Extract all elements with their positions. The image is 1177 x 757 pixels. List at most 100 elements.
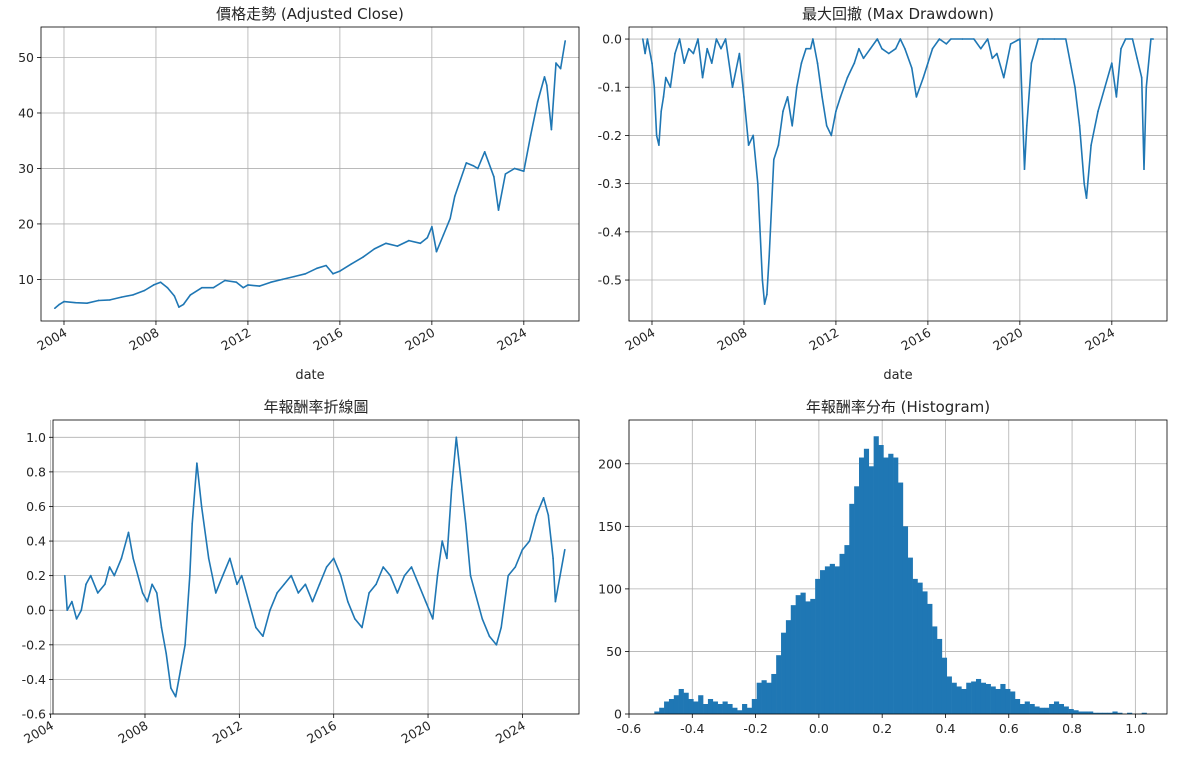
data-point bbox=[1009, 43, 1012, 45]
x-tick-label: 2020 bbox=[398, 718, 433, 747]
data-point bbox=[493, 175, 495, 178]
x-tick-label: 0.8 bbox=[1062, 721, 1082, 736]
data-point bbox=[146, 600, 149, 603]
histogram-bar bbox=[1029, 703, 1035, 714]
x-tick-label: 2020 bbox=[990, 325, 1025, 354]
data-point bbox=[152, 284, 155, 286]
histogram-bar bbox=[1044, 707, 1050, 714]
data-point bbox=[1042, 38, 1044, 40]
x-tick-label: 2008 bbox=[126, 325, 161, 354]
data-point bbox=[559, 574, 561, 577]
data-point bbox=[710, 62, 713, 64]
data-point bbox=[182, 303, 185, 306]
histogram-bar bbox=[795, 595, 801, 714]
data-point bbox=[910, 67, 913, 69]
y-tick-label: -0.2 bbox=[598, 128, 622, 143]
data-point bbox=[442, 234, 445, 236]
data-point bbox=[89, 574, 92, 577]
x-tick-label: 2016 bbox=[304, 718, 339, 747]
data-point bbox=[165, 652, 168, 655]
histogram-bar bbox=[1127, 712, 1133, 714]
data-point bbox=[768, 255, 771, 257]
data-point bbox=[536, 101, 539, 103]
histogram-bar bbox=[863, 448, 870, 714]
histogram-bar bbox=[1141, 712, 1147, 714]
data-point bbox=[108, 566, 111, 568]
data-point bbox=[761, 279, 764, 281]
histogram-bar bbox=[1034, 706, 1040, 714]
histogram-bar bbox=[1088, 711, 1094, 714]
histogram-bar bbox=[902, 526, 909, 714]
data-point bbox=[281, 278, 284, 281]
data-point bbox=[763, 303, 766, 305]
data-point bbox=[669, 86, 672, 89]
x-tick-label: 2016 bbox=[898, 325, 933, 354]
histogram-bar bbox=[703, 703, 709, 714]
data-point bbox=[431, 618, 434, 620]
x-axis-label: date bbox=[883, 368, 912, 383]
data-point bbox=[304, 583, 307, 586]
histogram-bar bbox=[1024, 701, 1030, 714]
data-point bbox=[835, 110, 837, 113]
histogram-bar bbox=[961, 688, 967, 714]
data-point bbox=[899, 38, 902, 40]
data-point bbox=[212, 286, 215, 289]
data-point bbox=[514, 566, 517, 568]
plot-frame bbox=[52, 419, 580, 715]
data-point bbox=[651, 62, 653, 64]
data-point bbox=[535, 514, 538, 516]
histogram-bar bbox=[717, 703, 723, 714]
histogram-bar bbox=[907, 557, 913, 714]
x-tick-label: 2024 bbox=[494, 325, 529, 354]
data-point bbox=[283, 583, 285, 586]
histogram-bar bbox=[873, 436, 879, 714]
data-point bbox=[151, 583, 153, 586]
histogram-bar bbox=[1068, 708, 1074, 714]
data-point bbox=[1083, 182, 1086, 185]
histogram-bar bbox=[785, 620, 792, 714]
data-point bbox=[678, 38, 681, 40]
data-point bbox=[1140, 76, 1143, 79]
data-point bbox=[1069, 62, 1072, 64]
data-point bbox=[435, 250, 438, 253]
histogram-bar bbox=[815, 578, 821, 714]
data-point bbox=[160, 626, 163, 629]
data-point bbox=[419, 242, 422, 245]
data-point bbox=[687, 47, 690, 50]
histogram-bar bbox=[1112, 711, 1118, 714]
histogram-bar bbox=[659, 707, 665, 714]
data-point bbox=[170, 687, 172, 689]
data-point bbox=[196, 462, 198, 465]
histogram-bar bbox=[751, 698, 757, 714]
y-tick-label: 0.2 bbox=[26, 568, 46, 583]
y-tick-label: 0.0 bbox=[26, 603, 46, 618]
chart-1: 價格走勢 (Adjusted Close)2004 2008 2012 2016 202… bbox=[18, 5, 580, 383]
data-point bbox=[996, 52, 998, 55]
data-point bbox=[293, 275, 295, 278]
histogram-bar bbox=[859, 457, 865, 714]
histogram-bar bbox=[956, 686, 962, 714]
y-tick-label: -0.4 bbox=[22, 672, 46, 687]
x-tick-label: 2008 bbox=[115, 718, 150, 747]
x-tick-label: 2012 bbox=[218, 325, 253, 354]
histogram-bar bbox=[761, 680, 767, 714]
data-point bbox=[339, 574, 342, 577]
data-point bbox=[692, 52, 695, 55]
chart-title: 年報酬率折線圖 bbox=[263, 398, 368, 416]
data-point bbox=[262, 635, 264, 637]
data-point bbox=[724, 38, 727, 40]
y-tick-label: 10 bbox=[18, 272, 34, 287]
histogram-bar bbox=[820, 570, 826, 714]
data-point bbox=[63, 574, 66, 577]
data-point bbox=[417, 583, 420, 586]
y-tick-label: 0.8 bbox=[26, 464, 46, 479]
data-point bbox=[229, 557, 231, 560]
histogram-bar bbox=[678, 688, 684, 714]
histogram-bar bbox=[849, 503, 855, 714]
data-point bbox=[825, 125, 828, 127]
y-tick-label: 1.0 bbox=[26, 430, 46, 445]
data-point bbox=[347, 600, 349, 603]
data-point bbox=[523, 170, 525, 173]
data-point bbox=[738, 52, 741, 55]
data-point bbox=[816, 62, 819, 64]
